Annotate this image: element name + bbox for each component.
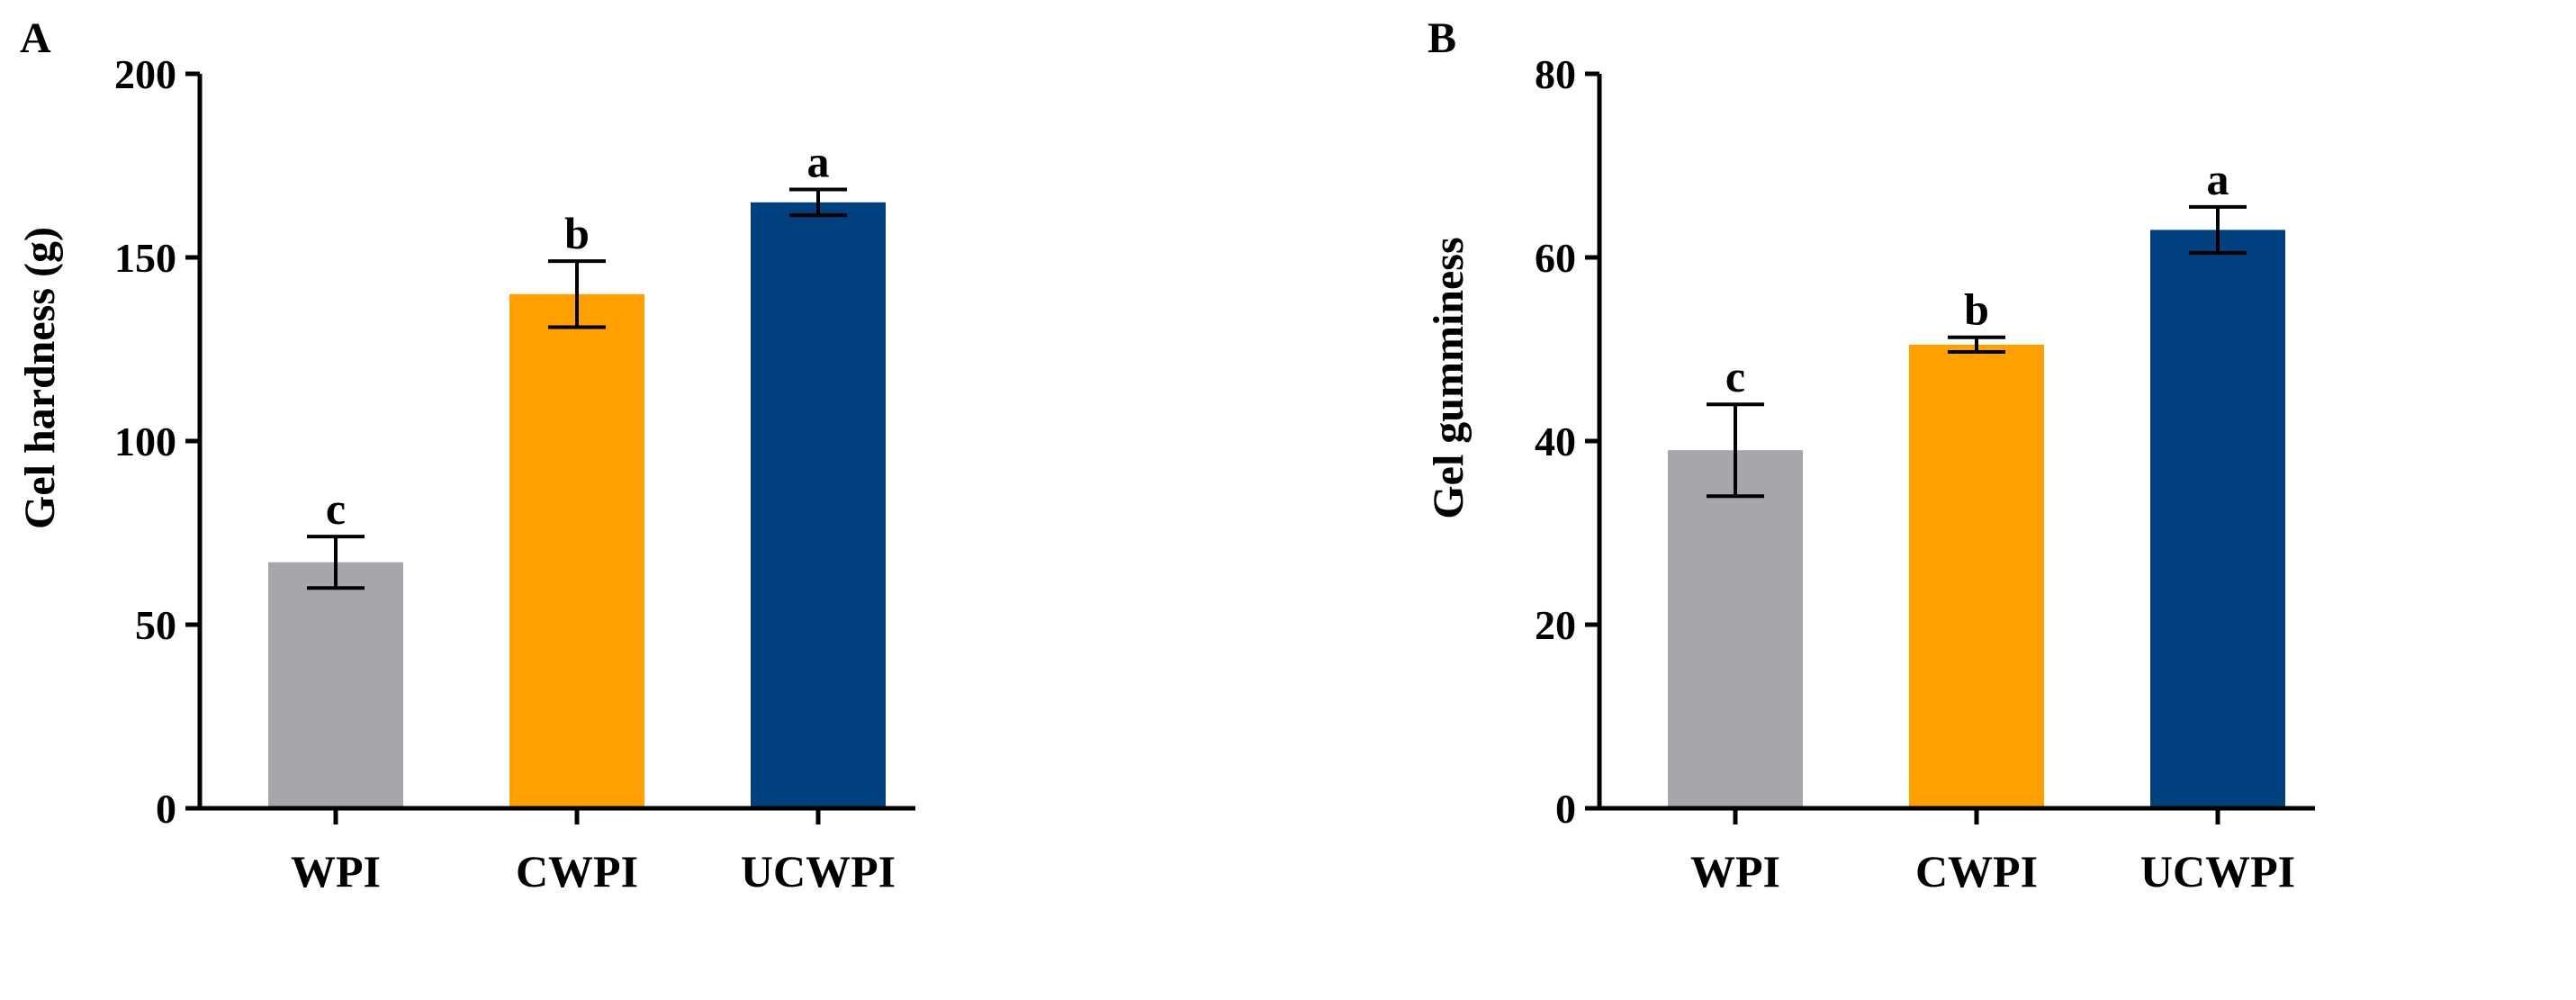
panel-b-x-tick-label-wpi: WPI [1690, 846, 1780, 896]
panel-b-significance-wpi: c [1725, 351, 1745, 401]
panel-a-error-bar-cwpi [548, 259, 606, 329]
panel-a-y-tick-label: 0 [156, 786, 176, 832]
panel-b-significance-cwpi: b [1964, 284, 1989, 335]
panel-a-y-tick-label: 150 [114, 235, 176, 281]
panel-a-x-tick-label-ucwpi: UCWPI [741, 846, 896, 896]
panel-a-x-tick-label-cwpi: CWPI [516, 846, 638, 896]
panel-a-error-bar-wpi [307, 535, 365, 590]
panel-b-x-tick-label-ucwpi: UCWPI [2140, 846, 2295, 896]
panel-b-y-tick-label: 0 [1555, 786, 1576, 832]
panel-b: B Gel gumminess c b a 0 20 40 60 80 WPI CWPI UCWPI [1425, 14, 2315, 896]
panel-a-bar-ucwpi [751, 202, 886, 809]
panel-b-bar-wpi [1668, 450, 1803, 808]
panel-a-y-tick-label: 200 [114, 51, 176, 97]
panel-a: A Gel hardness (g) c b a 0 50 100 150 200 WPI CWP… [16, 14, 915, 896]
panel-b-bar-ucwpi [2150, 230, 2285, 808]
panel-b-significance-ucwpi: a [2207, 154, 2229, 204]
panel-a-y-tick-label: 50 [135, 602, 176, 648]
panel-b-y-tick-label: 20 [1535, 602, 1576, 648]
panel-a-bar-cwpi [509, 293, 644, 808]
panel-a-significance-ucwpi: a [807, 137, 830, 187]
panel-a-significance-cwpi: b [564, 208, 590, 258]
panel-b-y-tick-label: 80 [1535, 51, 1576, 97]
panel-a-significance-wpi: c [326, 483, 346, 534]
panel-a-label: A [20, 14, 51, 62]
panel-b-error-bar-ucwpi [2189, 204, 2247, 255]
panel-a-y-tick-label: 100 [114, 419, 176, 464]
panel-a-error-bar-ucwpi [789, 187, 847, 218]
panel-b-error-bar-cwpi [1948, 335, 2005, 355]
panel-b-error-bar-wpi [1707, 402, 1764, 499]
panel-b-y-axis-title: Gel gumminess [1425, 237, 1473, 518]
panel-a-y-axis-title: Gel hardness (g) [16, 227, 64, 529]
panel-b-label: B [1428, 14, 1456, 62]
panel-b-y-tick-label: 40 [1535, 419, 1576, 464]
panel-a-x-tick-label-wpi: WPI [291, 846, 381, 896]
panel-a-bar-wpi [268, 562, 403, 808]
panel-b-x-tick-label-cwpi: CWPI [1915, 846, 2038, 896]
panel-b-bar-cwpi [1909, 344, 2044, 808]
panel-b-y-tick-label: 60 [1535, 235, 1576, 281]
